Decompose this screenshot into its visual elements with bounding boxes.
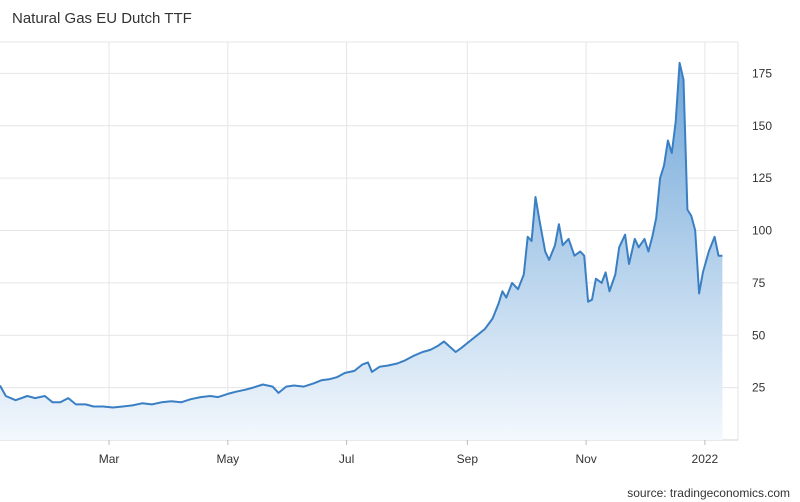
- y-tick-label: 25: [752, 381, 766, 395]
- x-tick-label: May: [216, 452, 239, 466]
- x-tick-label: Sep: [457, 452, 479, 466]
- series-line: [0, 61, 723, 409]
- series-area: [0, 62, 723, 441]
- y-tick-label: 100: [752, 224, 772, 238]
- y-tick-label: 125: [752, 171, 772, 185]
- y-tick-label: 50: [752, 328, 766, 342]
- y-tick-label: 75: [752, 276, 766, 290]
- axes: 25 50 75 100 125 150 175 Mar May Jul Sep Nov 2022: [99, 66, 773, 466]
- x-tick-label: Mar: [99, 452, 120, 466]
- x-tick-label: 2022: [692, 452, 719, 466]
- y-tick-label: 175: [752, 66, 772, 80]
- source-credit: source: tradingeconomics.com: [627, 486, 790, 500]
- chart-title: Natural Gas EU Dutch TTF: [12, 10, 192, 27]
- x-tick-label: Jul: [339, 452, 354, 466]
- y-tick-label: 150: [752, 119, 772, 133]
- x-tick-label: Nov: [575, 452, 596, 466]
